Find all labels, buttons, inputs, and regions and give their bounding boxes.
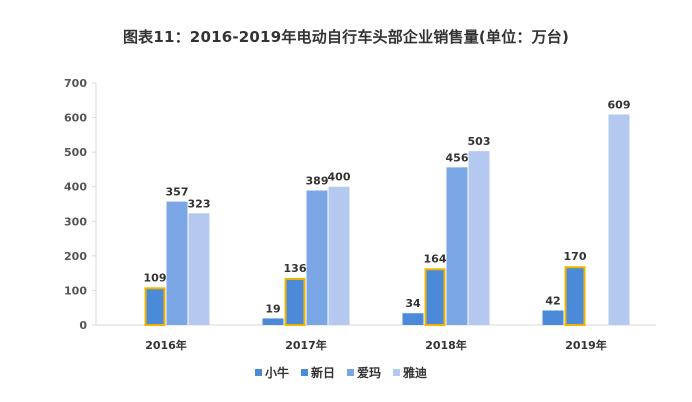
legend-swatch: [347, 369, 354, 376]
data-label: 42: [545, 294, 560, 307]
legend-label: 雅迪: [402, 365, 427, 380]
y-tick-label: 400: [64, 181, 87, 194]
y-tick-label: 0: [79, 319, 87, 332]
x-tick-label: 2016年: [145, 338, 187, 352]
data-label: 400: [328, 171, 351, 184]
bar-新日-2018年: [424, 268, 446, 326]
data-label: 609: [608, 98, 631, 111]
legend-swatch: [301, 369, 308, 376]
bar-小牛-2019年: [542, 310, 564, 325]
y-tick-label: 700: [64, 77, 87, 90]
y-tick-label: 100: [64, 284, 87, 297]
data-label: 34: [405, 297, 421, 310]
legend-label: 新日: [311, 365, 335, 380]
bar-爱玛-2016年: [166, 201, 188, 325]
bar-爱玛-2017年: [306, 190, 328, 325]
data-label: 357: [166, 186, 189, 199]
legend-swatch: [393, 369, 400, 376]
bar-雅迪-2016年: [188, 213, 210, 325]
data-label: 456: [446, 151, 469, 164]
bar-爱玛-2018年: [446, 167, 468, 325]
bar-小牛-2018年: [402, 313, 424, 325]
x-tick-label: 2019年: [565, 338, 607, 352]
data-label: 170: [564, 250, 587, 263]
y-tick-label: 200: [64, 250, 87, 263]
legend-label: 小牛: [265, 365, 289, 380]
data-label: 323: [188, 197, 211, 210]
data-label: 503: [468, 135, 491, 148]
data-label: 389: [306, 175, 329, 188]
x-tick-label: 2017年: [285, 338, 327, 352]
data-label: 19: [265, 302, 280, 315]
chart-title: 图表11：2016-2019年电动自行车头部企业销售量(单位：万台): [122, 28, 570, 46]
y-tick-label: 300: [64, 215, 87, 228]
data-label: 136: [284, 262, 307, 275]
bar-新日-2016年: [144, 287, 166, 326]
data-label: 164: [424, 252, 447, 265]
y-tick-label: 600: [64, 112, 87, 125]
bar-新日-2019年: [564, 266, 586, 327]
legend-label: 爱玛: [357, 365, 381, 380]
legend-swatch: [255, 369, 262, 376]
bar-雅迪-2019年: [608, 114, 630, 326]
bar-新日-2017年: [284, 277, 306, 326]
x-tick-label: 2018年: [425, 338, 467, 352]
bar-雅迪-2017年: [328, 186, 350, 325]
y-tick-label: 500: [64, 146, 87, 159]
bar-雅迪-2018年: [468, 151, 490, 325]
data-label: 109: [144, 271, 167, 284]
bar-小牛-2017年: [262, 318, 284, 325]
